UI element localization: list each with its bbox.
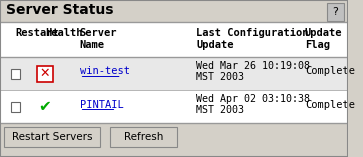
- Bar: [327, 3, 344, 21]
- Bar: [37, 65, 53, 81]
- Text: Last Configuration
Update: Last Configuration Update: [196, 28, 309, 50]
- Bar: [4, 127, 100, 147]
- Bar: [110, 127, 177, 147]
- Bar: [0, 57, 348, 90]
- Text: Restart Servers: Restart Servers: [12, 132, 92, 142]
- Bar: [0, 0, 348, 22]
- Text: Server Status: Server Status: [6, 3, 113, 17]
- Text: Wed Apr 02 03:10:38
MST 2003: Wed Apr 02 03:10:38 MST 2003: [196, 94, 310, 115]
- Text: Refresh: Refresh: [124, 132, 163, 142]
- Text: ✕: ✕: [40, 67, 50, 80]
- Bar: [11, 101, 20, 111]
- Bar: [0, 22, 348, 57]
- Text: Complete: Complete: [305, 100, 355, 109]
- Text: ?: ?: [333, 7, 338, 17]
- Text: Server
Name: Server Name: [79, 28, 117, 50]
- Text: Health: Health: [45, 28, 82, 38]
- Text: PINTAIL: PINTAIL: [79, 100, 123, 109]
- Text: Complete: Complete: [305, 67, 355, 76]
- Text: Restart: Restart: [15, 28, 59, 38]
- Text: ✔: ✔: [39, 99, 52, 114]
- Text: Wed Mar 26 10:19:08
MST 2003: Wed Mar 26 10:19:08 MST 2003: [196, 61, 310, 82]
- Text: win-test: win-test: [79, 67, 130, 76]
- Bar: [11, 68, 20, 78]
- Bar: [0, 90, 348, 123]
- Text: Update
Flag: Update Flag: [305, 28, 342, 50]
